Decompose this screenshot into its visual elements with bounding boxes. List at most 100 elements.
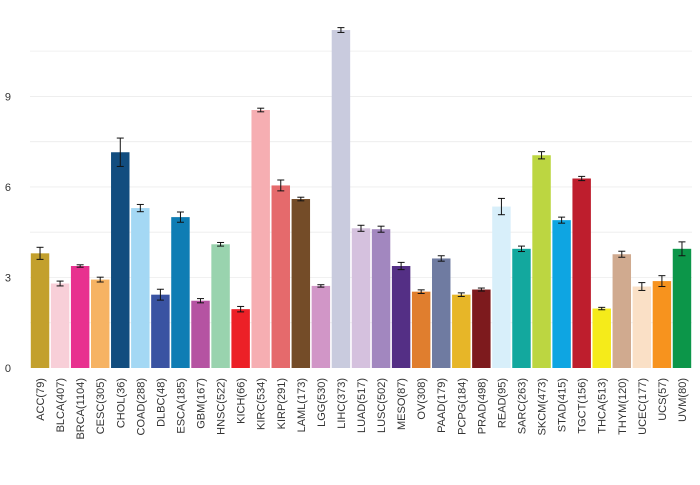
bar <box>231 309 250 368</box>
error-bar <box>277 179 285 192</box>
error-bar <box>397 261 405 271</box>
bar <box>171 217 190 368</box>
bar <box>391 266 411 368</box>
x-tick-label: THYM(120) <box>617 378 629 435</box>
x-tick-label: READ(95) <box>496 378 508 428</box>
x-tick-label: UCEC(177) <box>637 378 649 435</box>
error-bar <box>257 107 265 113</box>
error-bar <box>377 225 385 233</box>
x-tick-label: LGG(530) <box>316 378 328 427</box>
error-bar <box>618 250 626 258</box>
x-tick-label: LUAD(517) <box>356 378 368 433</box>
x-tick-label: DLBC(48) <box>155 378 167 427</box>
bar <box>191 300 210 368</box>
x-tick-label: ESCA(185) <box>175 378 187 434</box>
error-bar <box>96 276 104 283</box>
error-bar <box>417 289 425 294</box>
x-tick-label: STAD(415) <box>557 378 569 432</box>
error-bar <box>176 211 184 223</box>
x-axis-tick-labels: ACC(79) BLCA(407) BRCA(1104) CESC(305) CHOL(… <box>35 378 689 440</box>
bar <box>592 308 611 368</box>
error-bar <box>517 245 525 253</box>
bar <box>552 220 571 368</box>
x-tick-label: PCPG(184) <box>456 378 468 435</box>
bar <box>512 248 531 368</box>
error-bar <box>538 151 546 160</box>
bar <box>532 155 551 368</box>
error-bar <box>678 241 686 257</box>
x-tick-label: SARC(263) <box>516 378 528 434</box>
bar <box>432 258 451 368</box>
x-tick-label: CHOL(36) <box>115 378 127 428</box>
bar <box>131 208 150 368</box>
error-bar <box>56 280 64 287</box>
y-tick-label: 0 <box>5 363 11 375</box>
bar <box>572 178 591 368</box>
bar <box>311 285 331 368</box>
bar <box>271 185 290 368</box>
error-bar <box>457 292 465 297</box>
error-bar <box>658 275 666 288</box>
bar <box>452 294 471 368</box>
bar <box>652 281 672 368</box>
x-tick-label: THCA(513) <box>597 378 609 434</box>
x-tick-label: KIRP(291) <box>276 378 288 429</box>
x-tick-label: LUSC(502) <box>376 378 388 433</box>
bar <box>351 228 371 368</box>
bar <box>211 244 230 368</box>
bar <box>612 254 632 368</box>
bar <box>251 110 270 368</box>
x-tick-label: LAML(173) <box>296 378 308 432</box>
x-tick-label: BLCA(407) <box>55 378 67 432</box>
x-tick-label: PRAD(498) <box>476 378 488 434</box>
x-tick-label: OV(308) <box>416 378 428 420</box>
bar <box>632 286 652 368</box>
x-tick-label: CESC(305) <box>95 378 107 434</box>
bar <box>492 206 511 368</box>
y-tick-label: 6 <box>5 182 11 194</box>
error-bar <box>156 288 164 301</box>
error-bar <box>558 216 566 224</box>
bar <box>411 291 431 368</box>
bar <box>291 199 311 368</box>
error-bar <box>36 246 44 260</box>
error-bar <box>197 298 205 304</box>
x-tick-label: COAD(288) <box>135 378 147 435</box>
error-bar <box>237 305 245 313</box>
x-tick-label: MESO(87) <box>396 378 408 430</box>
y-axis-tick-labels: 0 3 6 9 <box>5 91 11 375</box>
y-tick-label: 3 <box>5 272 11 284</box>
x-tick-label: KIRC(534) <box>256 378 268 430</box>
error-bar <box>437 255 445 262</box>
bar <box>472 289 491 368</box>
bar <box>70 266 90 368</box>
bar <box>90 279 110 368</box>
x-tick-label: UCS(57) <box>657 378 669 421</box>
error-bar <box>136 203 144 213</box>
bar <box>30 253 50 368</box>
x-tick-label: ACC(79) <box>35 378 47 421</box>
y-tick-label: 9 <box>5 91 11 103</box>
bar <box>50 283 70 368</box>
x-tick-label: PAAD(179) <box>436 378 448 433</box>
bar <box>371 229 391 368</box>
bar <box>331 30 351 368</box>
x-tick-label: KICH(66) <box>236 378 248 424</box>
x-tick-label: SKCM(473) <box>537 378 549 435</box>
x-tick-label: GBM(167) <box>196 378 208 429</box>
bars-layer <box>30 30 692 368</box>
x-tick-label: TGCT(156) <box>577 378 589 434</box>
error-bar <box>497 197 505 216</box>
error-bars-layer <box>36 27 686 313</box>
x-tick-label: HNSC(522) <box>216 378 228 435</box>
error-bar <box>477 287 485 292</box>
error-bar <box>297 196 305 202</box>
error-bar <box>317 284 325 288</box>
error-bar <box>578 175 586 182</box>
x-tick-label: UVM(80) <box>677 378 689 422</box>
bar <box>151 294 170 368</box>
x-tick-label: BRCA(1104) <box>75 378 87 440</box>
error-bar <box>76 264 84 268</box>
